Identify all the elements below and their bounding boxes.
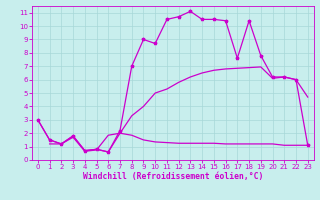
X-axis label: Windchill (Refroidissement éolien,°C): Windchill (Refroidissement éolien,°C) — [83, 172, 263, 181]
